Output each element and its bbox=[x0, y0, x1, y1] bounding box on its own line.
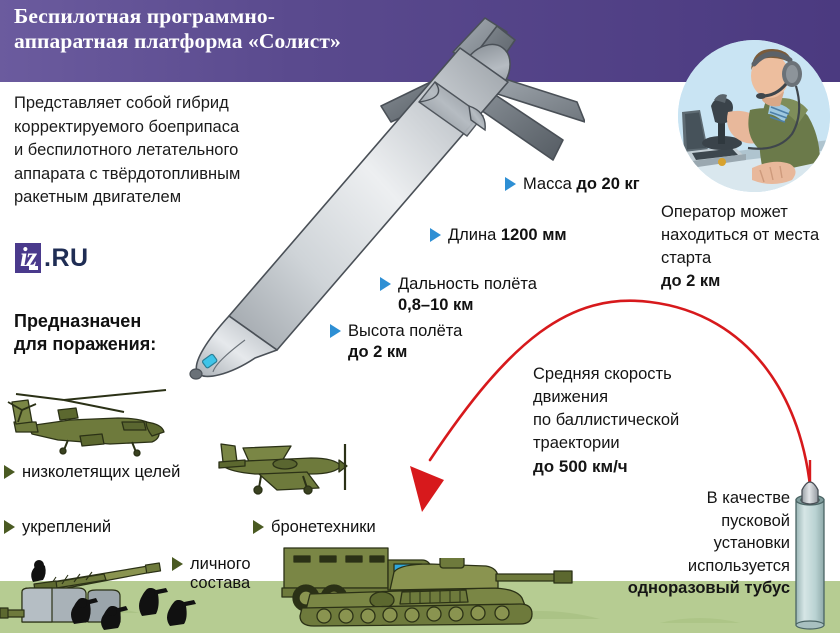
purpose-heading-line-2: для поражения: bbox=[14, 334, 157, 354]
target-label-personnel: личного состава bbox=[172, 555, 251, 593]
target-personnel-text-2: состава bbox=[190, 574, 251, 592]
target-label-armored-vehicles: бронетехники bbox=[253, 518, 376, 537]
launcher-line-4: используется bbox=[687, 556, 790, 575]
spec-range: Дальность полёта 0,8–10 км bbox=[380, 274, 537, 316]
speed-caption: Средняя скорость движения по баллистичес… bbox=[533, 363, 743, 479]
purpose-heading-line-1: Предназначен bbox=[14, 311, 142, 331]
target-label-low-flying: низколетящих целей bbox=[4, 463, 180, 482]
spec-length-label: Длина bbox=[448, 226, 501, 244]
bullet-triangle-icon bbox=[330, 324, 341, 338]
missile-illustration bbox=[189, 17, 585, 380]
spec-mass: Масса до 20 кг bbox=[505, 174, 640, 195]
operator-line-1: Оператор может bbox=[661, 203, 788, 221]
operator-line-3-prefix: старта bbox=[661, 249, 712, 267]
target-label-fortifications: укреплений bbox=[4, 518, 111, 537]
logo-mark: iz bbox=[15, 243, 42, 273]
speed-value: до 500 км/ч bbox=[533, 457, 628, 476]
spec-range-value: 0,8–10 км bbox=[398, 296, 474, 314]
bullet-triangle-icon bbox=[4, 520, 15, 534]
header-bar: Беспилотная программно- аппаратная платф… bbox=[0, 0, 840, 82]
spec-range-label: Дальность полёта bbox=[398, 275, 537, 293]
bullet-triangle-icon bbox=[172, 557, 183, 571]
launcher-value-line-2: тубус bbox=[744, 579, 790, 597]
speed-line-4: траектории bbox=[533, 434, 620, 452]
bunker-artillery-icon bbox=[0, 560, 196, 630]
intro-line-4: аппарата с твёрдотопливным bbox=[14, 164, 241, 183]
logo-domain: .RU bbox=[44, 243, 89, 272]
speed-line-2: движения bbox=[533, 388, 609, 406]
bullet-triangle-icon bbox=[505, 177, 516, 191]
operator-caption: Оператор может находиться от места старт… bbox=[661, 201, 837, 293]
intro-line-2: корректируемого боеприпаса bbox=[14, 117, 240, 136]
target-low-flying-text: низколетящих целей bbox=[22, 463, 181, 481]
iz-ru-logo[interactable]: iz .RU bbox=[15, 243, 89, 273]
purpose-heading: Предназначен для поражения: bbox=[14, 310, 234, 356]
intro-paragraph: Представляет собой гибрид корректируемог… bbox=[14, 92, 304, 210]
title-line-2: аппаратная платформа «Солист» bbox=[14, 29, 341, 53]
spec-altitude-label: Высота полёта bbox=[348, 322, 463, 340]
speed-line-1: Средняя скорость bbox=[533, 365, 672, 383]
seeker-window-icon bbox=[201, 353, 218, 369]
trajectory-arrow bbox=[410, 299, 814, 514]
tank-icon bbox=[299, 558, 573, 627]
target-personnel-text-1: личного bbox=[190, 555, 251, 573]
launcher-line-1: В качестве bbox=[706, 489, 790, 507]
spec-mass-label: Масса bbox=[523, 175, 577, 193]
operator-distance-value: до 2 км bbox=[661, 272, 721, 290]
operator-illustration bbox=[678, 40, 830, 192]
airplane-icon bbox=[218, 443, 348, 495]
spec-length: Длина 1200 мм bbox=[430, 225, 567, 246]
intro-line-5: ракетным двигателем bbox=[14, 188, 182, 206]
page-title: Беспилотная программно- аппаратная платф… bbox=[14, 4, 484, 54]
bullet-triangle-icon bbox=[4, 465, 15, 479]
operator-line-3: старта до 2 км bbox=[661, 247, 837, 293]
intro-line-3: и беспилотного летательного bbox=[14, 141, 239, 159]
operator-line-2: находиться от места bbox=[661, 226, 820, 244]
spec-altitude: Высота полёта до 2 км bbox=[330, 321, 462, 363]
bullet-triangle-icon bbox=[253, 520, 264, 534]
launcher-line-3: установки bbox=[713, 534, 790, 552]
launcher-caption: В качестве пусковой установки использует… bbox=[620, 487, 790, 600]
speed-line-3: по баллистической bbox=[533, 411, 680, 429]
bullet-triangle-icon bbox=[380, 277, 391, 291]
spec-length-value: 1200 мм bbox=[500, 226, 567, 244]
intro-line-1: Представляет собой гибрид bbox=[14, 94, 229, 112]
launch-tube-icon bbox=[795, 460, 825, 630]
helicopter-icon bbox=[7, 389, 167, 457]
target-armored-text: бронетехники bbox=[271, 518, 376, 536]
title-line-1: Беспилотная программно- bbox=[14, 4, 276, 28]
spec-mass-value: до 20 кг bbox=[576, 175, 640, 193]
launcher-value-line-1: одноразовый bbox=[627, 579, 740, 597]
launcher-line-2: пусковой bbox=[721, 511, 790, 530]
bullet-triangle-icon bbox=[430, 228, 441, 242]
spec-altitude-value: до 2 км bbox=[348, 343, 408, 361]
target-fortifications-text: укреплений bbox=[22, 518, 112, 536]
